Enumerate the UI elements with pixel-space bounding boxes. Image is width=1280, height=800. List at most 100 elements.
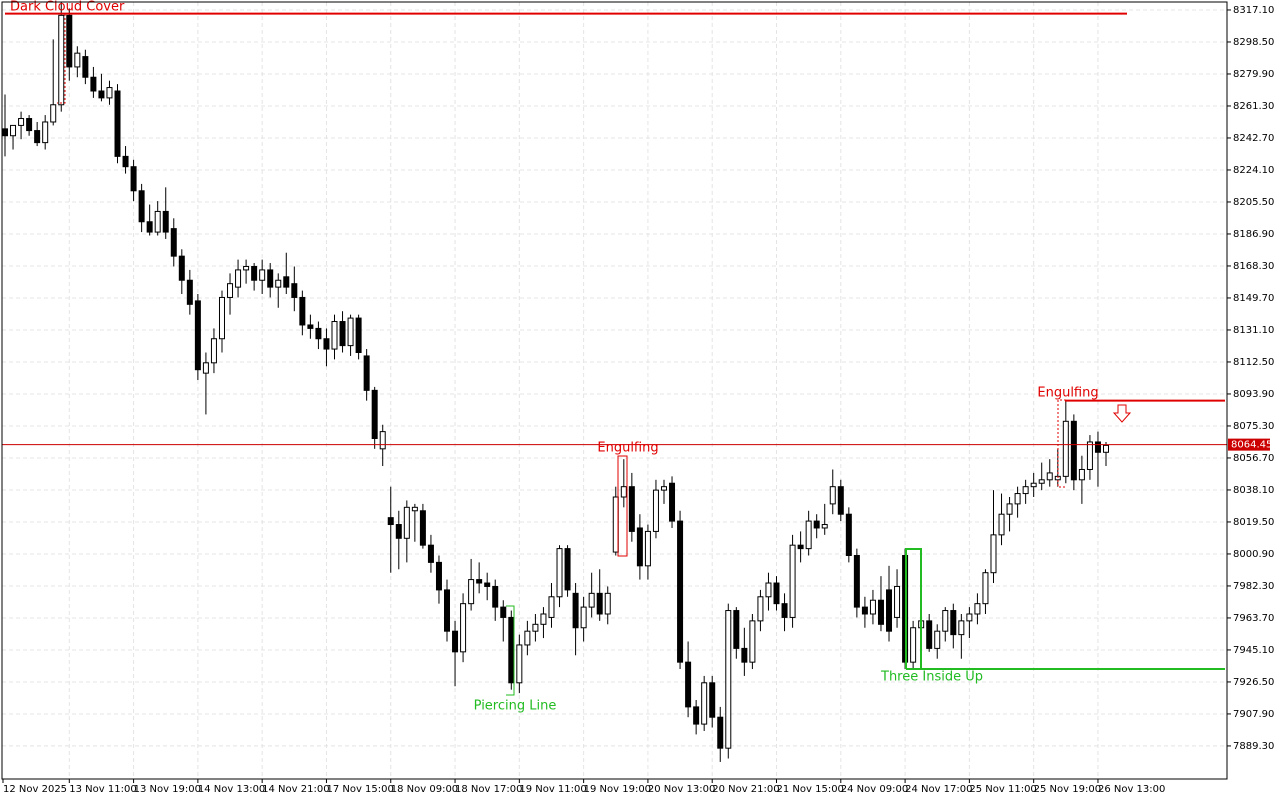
pattern-label: Piercing Line: [474, 699, 557, 714]
candle-body: [395, 524, 402, 539]
candle-body: [733, 610, 740, 649]
candle-body: [942, 610, 949, 632]
candle-body: [74, 52, 81, 68]
plot-frame: [1, 1, 1228, 780]
candle-body: [990, 534, 997, 574]
patterns-layer: Dark Cloud Cover Engulfing Piercing Line En…: [2, 0, 1227, 714]
candle-body: [411, 506, 418, 512]
candle-body: [371, 389, 378, 440]
candle-body: [26, 118, 33, 132]
x-tick-label: 26 Nov 13:00: [1098, 784, 1165, 795]
candle-body: [98, 90, 105, 99]
x-tick-label: 21 Nov 15:00: [777, 784, 844, 795]
candle-body: [580, 606, 587, 629]
candle-body: [323, 338, 330, 350]
y-tick-label: 7963.70: [1233, 613, 1274, 624]
x-tick-label: 25 Nov 19:00: [1034, 784, 1101, 795]
candle-body: [693, 706, 700, 725]
y-tick-label: 8112.50: [1233, 357, 1274, 368]
candle-body: [476, 579, 483, 584]
candle-body: [235, 269, 242, 288]
candle-body: [516, 644, 523, 684]
candle-body: [468, 579, 475, 605]
candle-body: [596, 592, 603, 615]
x-tick-label: 14 Nov 13:00: [198, 784, 265, 795]
candle-body: [1094, 441, 1101, 453]
candle-body: [845, 513, 852, 556]
candle-body: [508, 616, 515, 684]
candle-body: [1014, 493, 1021, 505]
candle-body: [789, 544, 796, 618]
candle-body: [1086, 441, 1093, 470]
candle-body: [604, 592, 611, 615]
y-tick-label: 8075.30: [1233, 421, 1274, 432]
y-tick-label: 8186.90: [1233, 229, 1274, 240]
candle-body: [620, 486, 627, 498]
candle-body: [869, 599, 876, 615]
candle-body: [2, 128, 8, 137]
candle-body: [1078, 468, 1085, 481]
candle-body: [283, 276, 290, 288]
candles-layer: [2, 1, 1109, 762]
candle-body: [524, 630, 531, 646]
candle-body: [122, 155, 129, 168]
candle-body: [419, 510, 426, 546]
candle-body: [829, 486, 836, 505]
y-tick-label: 8298.50: [1233, 37, 1274, 48]
x-tick-label: 13 Nov 19:00: [134, 784, 201, 795]
candle-body: [291, 283, 298, 298]
candle-body: [910, 627, 917, 663]
candle-body: [218, 296, 225, 340]
candle-body: [460, 603, 467, 653]
candle-body: [660, 486, 667, 491]
candle-body: [50, 104, 57, 123]
candle-body: [452, 630, 459, 653]
candle-body: [749, 620, 756, 663]
candle-body: [966, 613, 973, 622]
candle-body: [1022, 486, 1029, 495]
current-price-label: 8064.45: [1231, 440, 1272, 451]
x-tick-label: 18 Nov 09:00: [391, 784, 458, 795]
candle-body: [34, 130, 41, 144]
candle-body: [773, 582, 780, 605]
x-tick-label: 24 Nov 17:00: [905, 784, 972, 795]
y-tick-label: 8279.90: [1233, 69, 1274, 80]
candle-body: [484, 582, 491, 587]
candle-body: [1103, 444, 1109, 453]
pattern-label: Dark Cloud Cover: [10, 0, 125, 15]
candle-body: [379, 431, 386, 450]
candle-body: [1030, 482, 1037, 488]
candle-body: [1070, 420, 1077, 481]
candle-body: [540, 613, 547, 625]
y-tick-label: 7907.90: [1233, 709, 1274, 720]
candle-body: [251, 265, 258, 281]
pattern-bracket: [905, 548, 922, 669]
candle-body: [82, 56, 89, 78]
candle-body: [861, 606, 868, 615]
candle-body: [427, 544, 434, 563]
candle-body: [556, 548, 563, 598]
candle-body: [1046, 472, 1053, 481]
candle-body: [982, 572, 989, 605]
candle-body: [227, 283, 234, 298]
x-tick-label: 17 Nov 15:00: [326, 784, 393, 795]
candle-body: [90, 76, 97, 92]
y-tick-label: 8038.10: [1233, 485, 1274, 496]
x-tick-label: 19 Nov 19:00: [584, 784, 651, 795]
candle-body: [243, 265, 250, 271]
candle-body: [492, 585, 499, 608]
candle-body: [170, 228, 177, 257]
candle-body: [805, 520, 812, 550]
x-tick-label: 14 Nov 21:00: [262, 784, 329, 795]
x-tick-label: 20 Nov 13:00: [648, 784, 715, 795]
candle-body: [757, 596, 764, 622]
candle-body: [138, 190, 145, 223]
pattern-bracket: [1057, 399, 1066, 488]
candle-body: [741, 647, 748, 663]
y-tick-label: 7889.30: [1233, 741, 1274, 752]
candle-body: [765, 582, 772, 598]
candle-body: [315, 327, 322, 340]
current-price-box: [1228, 438, 1270, 451]
candle-body: [500, 606, 507, 618]
candle-body: [717, 716, 724, 749]
